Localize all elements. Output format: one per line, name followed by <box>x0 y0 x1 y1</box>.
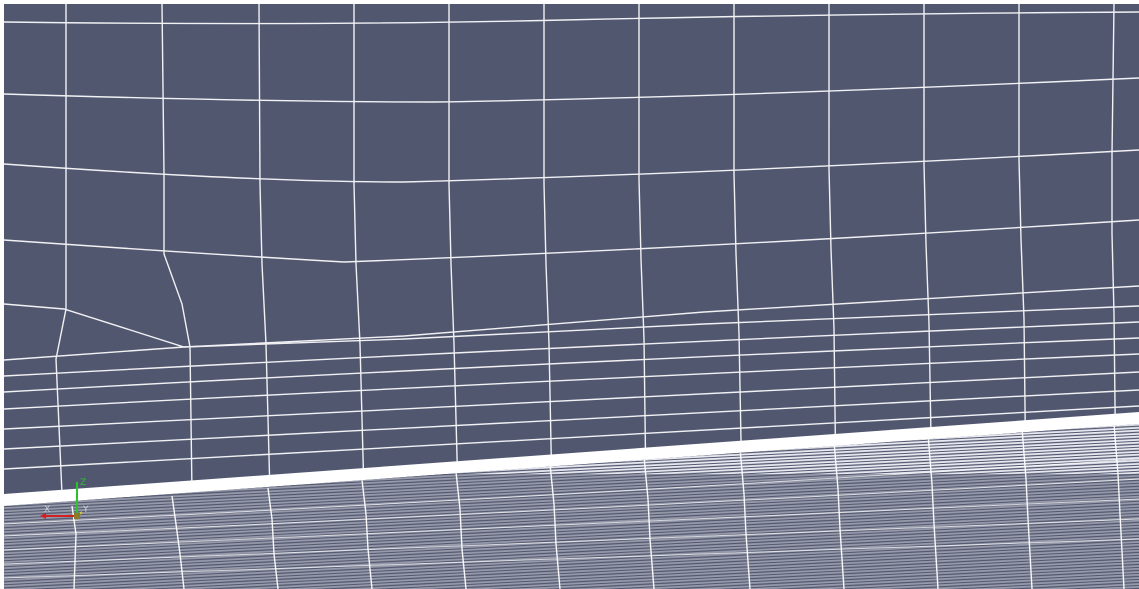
orientation-axes-widget: Z X Y <box>40 478 89 519</box>
x-axis-arrow <box>40 513 46 519</box>
render-viewport[interactable]: Z X Y <box>4 4 1139 589</box>
mesh-scene: Z X Y <box>4 4 1139 589</box>
lower-fine-mesh <box>4 424 1139 589</box>
y-axis-label: Y <box>82 505 89 515</box>
z-axis-label: Z <box>80 478 86 488</box>
x-axis-label: X <box>44 505 50 515</box>
boundary-band <box>4 412 1139 506</box>
axes-origin <box>74 513 80 519</box>
